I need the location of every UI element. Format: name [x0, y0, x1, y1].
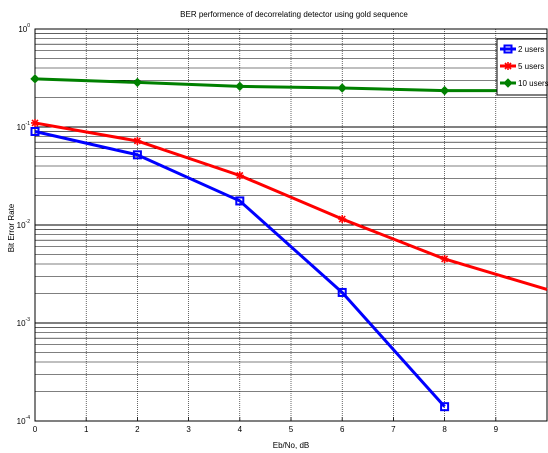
- series-layer: [30, 74, 548, 412]
- series-line-5-users: [34, 121, 548, 291]
- x-tick-label: 3: [186, 425, 191, 434]
- x-tick-label: 7: [391, 425, 396, 434]
- data-point-2-users: [30, 126, 40, 136]
- tick-labels: 0 1 2 3 4 5 6 7 8 9 100 10-1 10-2 10-3 10-4: [17, 23, 499, 434]
- series-2-users: [30, 126, 450, 412]
- data-point-5-users: [133, 136, 142, 145]
- data-point-10-users: [132, 77, 143, 88]
- legend-marker: [504, 62, 512, 70]
- y-axis-label: Bit Error Rate: [7, 203, 16, 252]
- star-stroke: [236, 171, 244, 180]
- legend-label: 2 users: [518, 45, 544, 54]
- y-tick-label: 10-4: [17, 415, 31, 426]
- data-point-10-users: [30, 74, 40, 84]
- data-point-2-users: [132, 150, 142, 160]
- series-5-users: [31, 118, 548, 291]
- x-tick-label: 6: [340, 425, 345, 434]
- axes: [34, 28, 548, 422]
- data-point-5-users: [235, 171, 244, 180]
- x-tick-label: 5: [289, 425, 294, 434]
- series-line-10-users: [34, 77, 547, 93]
- star-stroke: [133, 137, 141, 145]
- y-tick-label: 10-2: [17, 219, 31, 230]
- legend-entry-2-users: 2 users: [500, 44, 544, 54]
- y-tick-label: 10-1: [17, 121, 31, 132]
- star-stroke: [441, 255, 449, 263]
- series-line-2-users: [34, 130, 446, 408]
- legend-label: 5 users: [518, 62, 544, 71]
- x-tick-label: 1: [84, 425, 89, 434]
- y-tick-label: 100: [18, 23, 30, 34]
- data-point-10-users: [235, 81, 245, 92]
- legend: 2 users 5 users 10 users: [496, 38, 548, 96]
- y-tick-label: 10-3: [17, 317, 31, 328]
- x-tick-label: 9: [494, 425, 499, 434]
- legend-label: 10 users: [518, 79, 548, 88]
- x-tick-label: 8: [442, 425, 447, 434]
- series-10-users: [30, 74, 547, 96]
- star-stroke: [31, 119, 39, 127]
- data-point-5-users: [31, 118, 39, 127]
- legend-entry-10-users: 10 users: [500, 78, 548, 88]
- legend-entry-5-users: 5 users: [500, 62, 544, 71]
- data-point-5-users: [440, 254, 449, 263]
- legend-marker: [503, 78, 513, 88]
- data-point-10-users: [337, 83, 347, 93]
- grid: [35, 29, 547, 421]
- x-tick-label: 4: [238, 425, 243, 434]
- legend-marker: [503, 44, 513, 54]
- data-point-10-users: [439, 85, 450, 96]
- x-tick-label: 2: [135, 425, 140, 434]
- x-tick-label: 0: [33, 425, 38, 434]
- x-axis-label: Eb/No, dB: [273, 441, 309, 450]
- star-stroke: [338, 215, 346, 223]
- data-point-2-users: [337, 287, 347, 297]
- data-point-5-users: [338, 215, 347, 224]
- data-point-2-users: [440, 402, 450, 412]
- chart-title: BER performence of decorrelating detecto…: [180, 10, 408, 19]
- data-point-2-users: [235, 196, 245, 206]
- star-stroke: [504, 62, 512, 70]
